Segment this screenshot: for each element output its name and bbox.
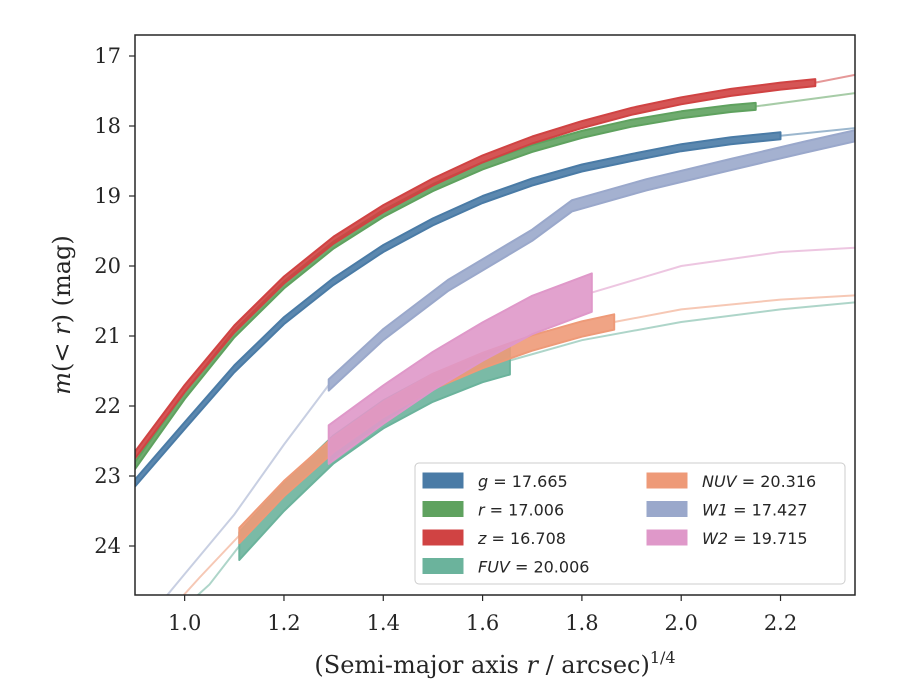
legend-label-fuv: FUV = 20.006 — [478, 558, 589, 577]
legend-swatch-w1 — [646, 501, 688, 517]
y-tick-label: 22 — [94, 394, 121, 418]
y-tick-label: 24 — [94, 534, 121, 558]
legend: g = 17.665 r = 17.006 z = 16.708 FUV = 20.0… — [414, 462, 846, 585]
series-w1-model-inner — [166, 384, 330, 595]
y-tick-label: 21 — [94, 324, 121, 348]
series-z-model-outer — [815, 73, 855, 84]
legend-swatch-w2 — [646, 529, 688, 546]
y-tick-label: 18 — [94, 114, 121, 138]
y-axis-title: m(< r) (mag) — [48, 235, 76, 395]
x-tick-label: 1.6 — [466, 611, 499, 635]
legend-swatch-r — [422, 501, 464, 517]
x-tick-label: 1.8 — [565, 611, 598, 635]
y-tick-label: 23 — [94, 464, 121, 488]
series-r-model-outer — [755, 92, 855, 108]
series-nuv-model-inner — [182, 534, 241, 595]
x-tick-label: 1.0 — [168, 611, 201, 635]
y-axis: 17 18 19 20 21 22 23 24 — [94, 44, 135, 558]
x-tick-label: 1.4 — [367, 611, 400, 635]
y-tick-label: 20 — [94, 254, 121, 278]
series-fuv-model-outer — [509, 301, 855, 362]
legend-label-w1: W1 = 17.427 — [702, 501, 808, 520]
series-nuv-model-outer — [614, 294, 855, 323]
y-tick-label: 19 — [94, 184, 121, 208]
legend-box — [414, 462, 846, 585]
series-fuv-model-inner — [196, 545, 241, 595]
legend-swatch-z — [422, 529, 464, 546]
series-w2-model-outer — [591, 246, 855, 294]
legend-label-w2: W2 = 19.715 — [702, 529, 808, 548]
x-axis: 1.0 1.2 1.4 1.6 1.8 2.0 2.2 — [168, 595, 797, 635]
legend-swatch-fuv — [422, 558, 464, 574]
legend-label-g: g = 17.665 — [478, 472, 568, 491]
legend-label-r: r = 17.006 — [478, 501, 564, 520]
legend-swatch-nuv — [646, 472, 688, 489]
y-tick-label: 17 — [94, 44, 121, 68]
x-tick-label: 1.2 — [267, 611, 300, 635]
legend-label-nuv: NUV = 20.316 — [702, 472, 816, 491]
legend-swatch-g — [422, 472, 464, 489]
x-tick-label: 2.0 — [665, 611, 698, 635]
series-g-band — [135, 131, 782, 488]
series-w2-band — [327, 272, 593, 465]
plot-area — [135, 73, 855, 595]
series-w1-band — [327, 129, 855, 392]
x-axis-title: (Semi-major axis r / arcsec)1/4 — [314, 648, 675, 679]
legend-label-z: z = 16.708 — [477, 529, 566, 548]
x-tick-label: 2.2 — [764, 611, 797, 635]
plot-frame — [134, 34, 856, 596]
series-z-band — [135, 78, 817, 460]
series-g-model-outer — [780, 127, 855, 137]
